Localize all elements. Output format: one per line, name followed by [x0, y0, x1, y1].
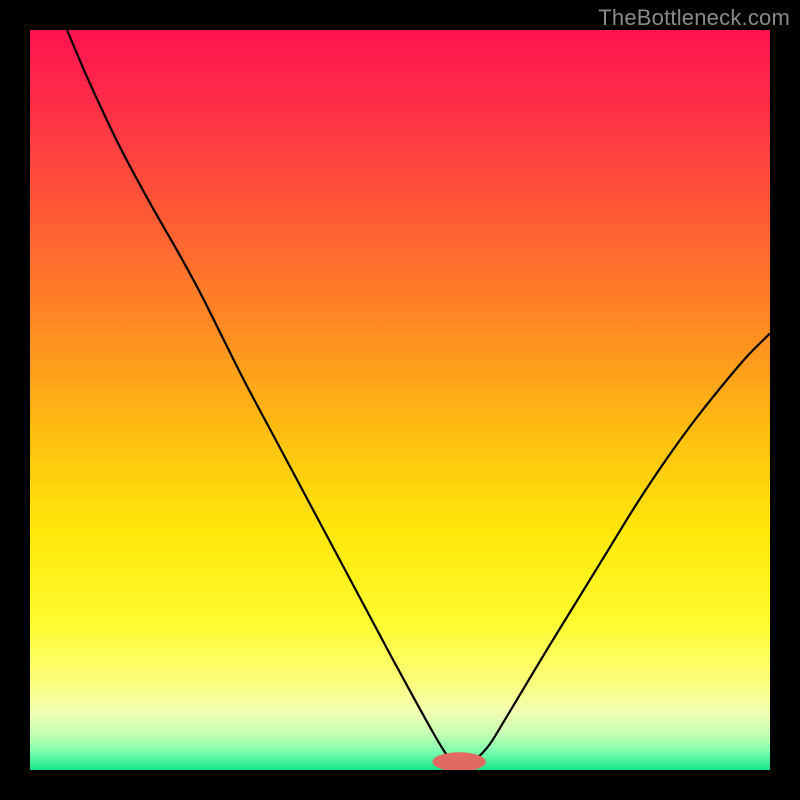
- gradient-background: [30, 30, 770, 770]
- plot-area: [30, 30, 770, 770]
- plot-svg: [30, 30, 770, 770]
- chart-frame: TheBottleneck.com: [0, 0, 800, 800]
- watermark-text: TheBottleneck.com: [598, 5, 790, 31]
